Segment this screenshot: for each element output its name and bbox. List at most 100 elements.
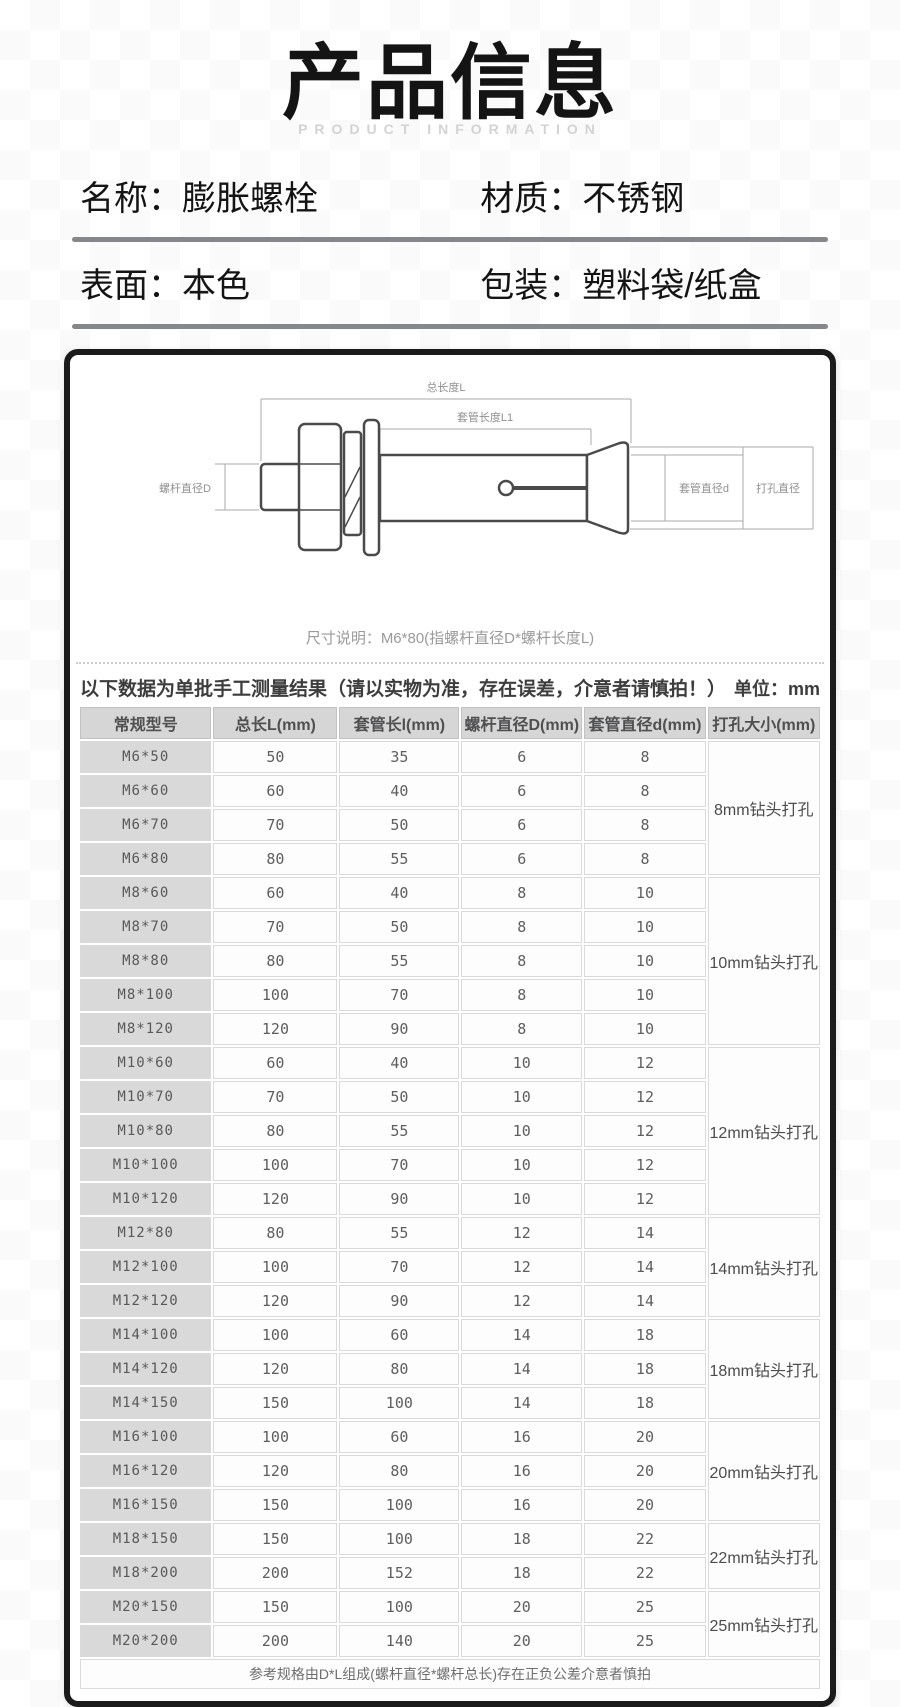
table-row: M10*60 60 40 10 12 12mm钻头打孔: [80, 1046, 820, 1215]
value-cell: 200: [213, 1556, 338, 1589]
value-cell: 90: [339, 1182, 460, 1215]
value-cell: 10: [584, 876, 706, 909]
value-cell: 55: [339, 842, 460, 875]
drill-cell: 12mm钻头打孔: [707, 1046, 820, 1215]
table-row: M16*100 100 60 16 20 20mm钻头打孔: [80, 1420, 820, 1521]
value-cell: 50: [339, 910, 460, 943]
diagram-caption: 尺寸说明：M6*80(指螺杆直径D*螺杆长度L): [305, 629, 595, 647]
bolt-stud: [259, 462, 303, 511]
table-row: M6*80 80 55 6 8: [80, 842, 820, 875]
value-cell: 100: [339, 1522, 460, 1555]
table-row: M8*80 80 55 8 10: [80, 944, 820, 977]
value-cell: 60: [213, 1046, 338, 1079]
dotted-separator: [76, 661, 824, 664]
model-cell: M10*70: [80, 1080, 212, 1113]
value-cell: 120: [213, 1012, 338, 1045]
value-cell: 100: [213, 1318, 338, 1351]
table-row: M6*60 60 40 6 8: [80, 774, 820, 807]
header-total-length: 总长L(mm): [213, 706, 338, 739]
table-note-text: 以下数据为单批手工测量结果（请以实物为准，存在误差，介意者请慎拍！）: [80, 678, 727, 700]
value-cell: 40: [339, 876, 460, 909]
value-cell: 80: [213, 842, 338, 875]
attribute-name: 名称：膨胀螺栓: [72, 171, 480, 220]
value-cell: 55: [339, 1114, 460, 1147]
table-row: M8*60 60 40 8 10 10mm钻头打孔: [80, 876, 820, 1045]
dim-sleeve-length-label: 套管长度L1: [457, 410, 513, 424]
value-cell: 80: [213, 1216, 338, 1249]
model-cell: M12*120: [80, 1284, 212, 1317]
value-cell: 20: [584, 1420, 706, 1453]
table-row: M18*200 200 152 18 22: [80, 1556, 820, 1589]
drill-cell: 18mm钻头打孔: [707, 1318, 820, 1419]
value-cell: 100: [339, 1488, 460, 1521]
value-cell: 200: [213, 1624, 338, 1657]
value-cell: 152: [339, 1556, 460, 1589]
value-cell: 18: [461, 1522, 583, 1555]
value-cell: 22: [584, 1522, 706, 1555]
table-row: M6*70 70 50 6 8: [80, 808, 820, 841]
header-sleeve-diameter: 套管直径d(mm): [584, 706, 706, 739]
value-cell: 50: [339, 1080, 460, 1113]
value-cell: 80: [339, 1454, 460, 1487]
value-cell: 120: [213, 1352, 338, 1385]
value-cell: 10: [584, 944, 706, 977]
value-cell: 20: [461, 1624, 583, 1657]
value-cell: 120: [213, 1182, 338, 1215]
attribute-label: 材质：: [480, 180, 583, 219]
value-cell: 8: [461, 978, 583, 1011]
bolt-flat-washer: [362, 418, 381, 556]
dim-sleeve-diameter-label: 套管直径d: [679, 481, 729, 495]
value-cell: 8: [461, 876, 583, 909]
value-cell: 18: [584, 1318, 706, 1351]
value-cell: 50: [339, 808, 460, 841]
value-cell: 80: [213, 1114, 338, 1147]
value-cell: 40: [339, 1046, 460, 1079]
attribute-row: 表面：本色 包装：塑料袋/纸盒: [72, 254, 828, 312]
model-cell: M10*100: [80, 1148, 212, 1181]
drill-cell: 8mm钻头打孔: [707, 740, 820, 875]
value-cell: 35: [339, 740, 460, 773]
value-cell: 70: [339, 1250, 460, 1283]
table-row: M16*120 120 80 16 20: [80, 1454, 820, 1487]
table-note: 以下数据为单批手工测量结果（请以实物为准，存在误差，介意者请慎拍！） 单位：mm: [80, 674, 820, 701]
drill-cell: 14mm钻头打孔: [707, 1216, 820, 1317]
attribute-surface: 表面：本色: [72, 258, 480, 307]
value-cell: 90: [339, 1284, 460, 1317]
table-row: M12*120 120 90 12 14: [80, 1284, 820, 1317]
attribute-value: 本色: [182, 267, 250, 306]
model-cell: M10*120: [80, 1182, 212, 1215]
model-cell: M8*120: [80, 1012, 212, 1045]
spec-table: 常规型号 总长L(mm) 套管长l(mm) 螺杆直径D(mm) 套管直径d(mm…: [78, 705, 822, 1691]
attribute-label: 表面：: [80, 267, 182, 306]
table-row: M10*80 80 55 10 12: [80, 1114, 820, 1147]
value-cell: 12: [461, 1284, 583, 1317]
drill-cell: 20mm钻头打孔: [707, 1420, 820, 1521]
divider: [72, 236, 828, 242]
value-cell: 12: [461, 1250, 583, 1283]
value-cell: 100: [339, 1590, 460, 1623]
value-cell: 14: [461, 1318, 583, 1351]
model-cell: M10*80: [80, 1114, 212, 1147]
table-row: M10*120 120 90 10 12: [80, 1182, 820, 1215]
value-cell: 100: [213, 1250, 338, 1283]
dim-hole-diameter-label: 打孔直径: [756, 481, 800, 495]
value-cell: 18: [584, 1352, 706, 1385]
table-row: M10*70 70 50 10 12: [80, 1080, 820, 1113]
model-cell: M14*120: [80, 1352, 212, 1385]
value-cell: 12: [584, 1182, 706, 1215]
value-cell: 50: [213, 740, 338, 773]
bolt-expansion-cone: [585, 440, 630, 535]
value-cell: 60: [213, 876, 338, 909]
bolt-pin-eye: [497, 479, 515, 496]
attribute-label: 包装：: [480, 267, 583, 306]
value-cell: 14: [461, 1386, 583, 1419]
model-cell: M6*70: [80, 808, 212, 841]
attribute-value: 不锈钢: [582, 180, 685, 219]
table-row: M16*150 150 100 16 20: [80, 1488, 820, 1521]
value-cell: 150: [213, 1488, 338, 1521]
table-row: M8*70 70 50 8 10: [80, 910, 820, 943]
value-cell: 40: [339, 774, 460, 807]
model-cell: M14*100: [80, 1318, 212, 1351]
value-cell: 140: [339, 1624, 460, 1657]
